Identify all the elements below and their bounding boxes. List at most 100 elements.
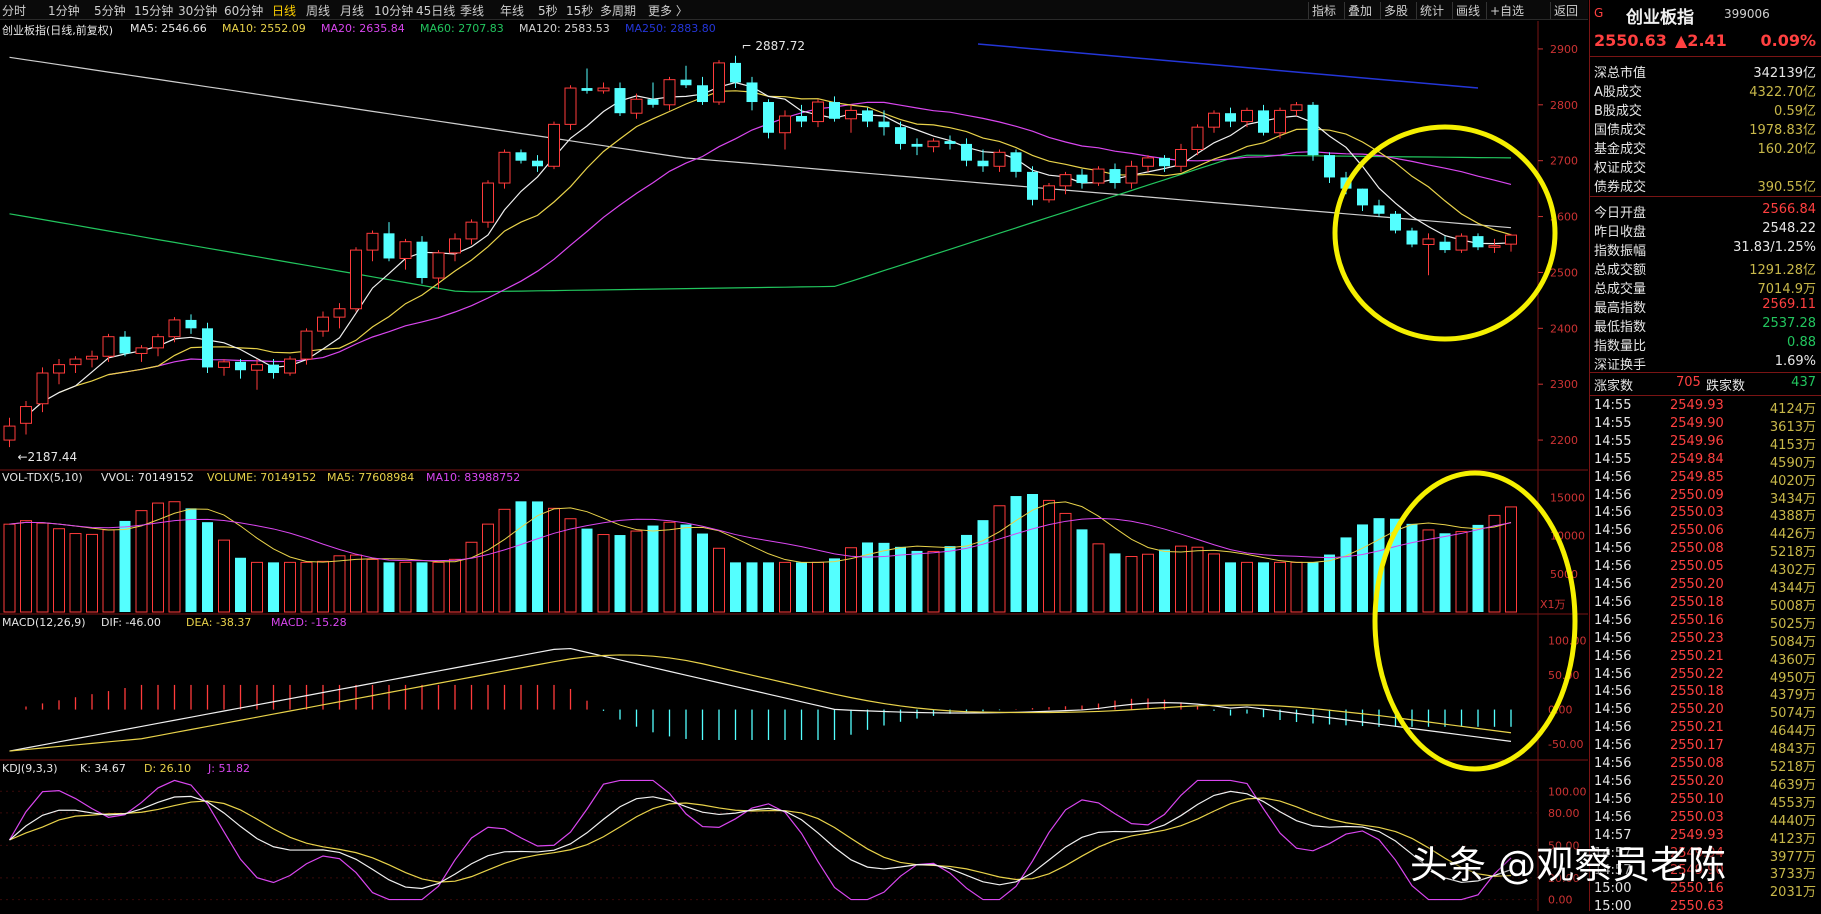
candle-body-25 — [416, 241, 428, 279]
tick-price-23: 2550.03 — [1670, 809, 1724, 825]
vol-label-4: MA10: 83988752 — [426, 471, 521, 484]
vol-bar-22 — [366, 558, 379, 613]
tick-price-4: 2549.85 — [1670, 469, 1724, 485]
candle-body-75 — [1241, 109, 1253, 123]
tick-volume-6: 4388万 — [1769, 509, 1816, 525]
toolbar-button-6[interactable]: 返回 — [1550, 2, 1581, 19]
chart-canvas[interactable]: 2900 2800 2700 2600 2500 2400 2300 2200 ⌐ 2887.7… — [0, 0, 1588, 911]
period-tab-4[interactable]: 30分钟 — [178, 4, 218, 18]
info-label-8: 昨日收盘 — [1594, 225, 1647, 240]
vol-bar-19 — [317, 560, 329, 613]
toolbar-button-0[interactable]: 指标 — [1308, 2, 1339, 19]
period-tab-10[interactable]: 45日线 — [416, 4, 456, 18]
code-flag: G — [1594, 6, 1604, 20]
period-tab-0[interactable]: 分时 — [2, 4, 27, 18]
vol-bar-13 — [218, 539, 230, 613]
vol-bar-31 — [515, 501, 527, 612]
macd-dea-line — [9, 654, 1512, 752]
price-tick-label-4: 2500 — [1550, 266, 1578, 279]
vol-label-2: VOLUME: 70149152 — [207, 471, 317, 484]
tick-time-22: 14:56 — [1594, 791, 1632, 807]
vol-bar-68 — [1125, 556, 1138, 613]
vol-bar-36 — [597, 534, 610, 613]
vol-bar-60 — [993, 505, 1006, 613]
period-tab-6[interactable]: 日线 — [272, 4, 297, 18]
tick-price-12: 2550.16 — [1670, 612, 1724, 628]
tick-price-26: 2549.90 — [1670, 863, 1724, 879]
vol-bar-21 — [350, 554, 362, 613]
period-tab-8[interactable]: 月线 — [340, 4, 365, 18]
price-tick-label-0: 2900 — [1550, 43, 1578, 56]
vol-bar-56 — [927, 550, 940, 613]
candle-body-9 — [152, 336, 164, 349]
kdj-d-line — [9, 797, 1512, 883]
vol-bar-90 — [1488, 514, 1501, 613]
tick-volume-24: 4123万 — [1769, 831, 1816, 847]
vol-bar-59 — [977, 520, 989, 612]
vol-bar-64 — [1059, 512, 1072, 613]
vol-bar-88 — [1455, 531, 1468, 613]
kdj-tick-label-3: 20.00 — [1548, 872, 1580, 885]
tick-time-0: 14:55 — [1594, 398, 1632, 413]
toolbar-button-4[interactable]: 画线 — [1452, 2, 1483, 19]
period-tab-2[interactable]: 5分钟 — [94, 4, 126, 18]
toolbar-button-1[interactable]: 叠加 — [1344, 2, 1375, 19]
period-tab-5[interactable]: 60分钟 — [224, 4, 264, 18]
tick-time-28: 15:00 — [1594, 899, 1632, 914]
candle-body-61 — [1010, 152, 1022, 172]
vol-bar-38 — [630, 530, 643, 613]
tick-time-11: 14:56 — [1594, 594, 1632, 610]
toolbar-button-2[interactable]: 多股 — [1380, 2, 1411, 19]
vol-bar-10 — [168, 501, 181, 613]
period-tab-15[interactable]: 多周期 — [600, 4, 637, 18]
tick-price-21: 2550.20 — [1670, 773, 1724, 789]
candle-body-33 — [548, 123, 560, 167]
info-value-12: 2569.11 — [1762, 297, 1816, 312]
vol-bar-76 — [1258, 562, 1269, 612]
candle-body-30 — [498, 151, 511, 184]
period-tab-1[interactable]: 1分钟 — [48, 4, 80, 18]
vol-bar-32 — [532, 501, 543, 612]
period-tab-9[interactable]: 10分钟 — [374, 4, 414, 18]
vol-bar-57 — [944, 546, 956, 612]
tick-time-2: 14:55 — [1594, 433, 1632, 449]
period-tab-16[interactable]: 更多 〉 — [648, 4, 688, 18]
candle-body-49 — [812, 101, 824, 123]
down-count-value: 437 — [1791, 375, 1816, 390]
price-tick-label-6: 2300 — [1550, 378, 1578, 391]
period-tab-12[interactable]: 年线 — [500, 4, 525, 18]
info-label-6: 债券成交 — [1594, 180, 1647, 195]
candle-body-63 — [1043, 185, 1055, 201]
period-tab-14[interactable]: 15秒 — [566, 4, 594, 18]
tick-price-6: 2550.03 — [1670, 505, 1724, 521]
period-tab-3[interactable]: 15分钟 — [134, 4, 174, 18]
tick-price-17: 2550.20 — [1670, 702, 1724, 718]
tick-volume-8: 5218万 — [1769, 545, 1816, 561]
tick-volume-3: 4590万 — [1769, 455, 1816, 471]
candle-body-60 — [993, 151, 1006, 167]
candle-body-85 — [1406, 230, 1418, 245]
candle-body-37 — [614, 88, 626, 114]
vol-bar-50 — [829, 558, 840, 612]
period-tab-11[interactable]: 季线 — [460, 4, 485, 18]
kdj-j-line — [8, 779, 1512, 901]
vol-bar-12 — [202, 522, 213, 612]
tick-price-19: 2550.17 — [1670, 738, 1724, 754]
info-value-13: 2537.28 — [1762, 316, 1816, 331]
tick-time-23: 14:56 — [1594, 809, 1632, 825]
period-tab-7[interactable]: 周线 — [306, 4, 331, 18]
info-value-6: 390.55亿 — [1757, 180, 1817, 195]
toolbar-button-3[interactable]: 统计 — [1416, 2, 1447, 19]
low-annotation: ←2187.44 — [18, 450, 78, 464]
toolbar-button-5[interactable]: +自选 — [1486, 2, 1527, 19]
vol-bar-43 — [713, 547, 725, 613]
period-tab-13[interactable]: 5秒 — [538, 4, 558, 18]
info-value-10: 1291.28亿 — [1749, 263, 1816, 278]
vol-bar-11 — [185, 508, 197, 612]
candle-body-89 — [1472, 236, 1484, 248]
watermark-text: 头条 @观察员老陈 — [1410, 843, 1727, 887]
side-divider-1 — [1590, 56, 1821, 57]
tick-time-17: 14:56 — [1594, 702, 1632, 718]
candle-body-32 — [532, 160, 543, 167]
high-annotation: ⌐ 2887.72 — [742, 39, 806, 53]
